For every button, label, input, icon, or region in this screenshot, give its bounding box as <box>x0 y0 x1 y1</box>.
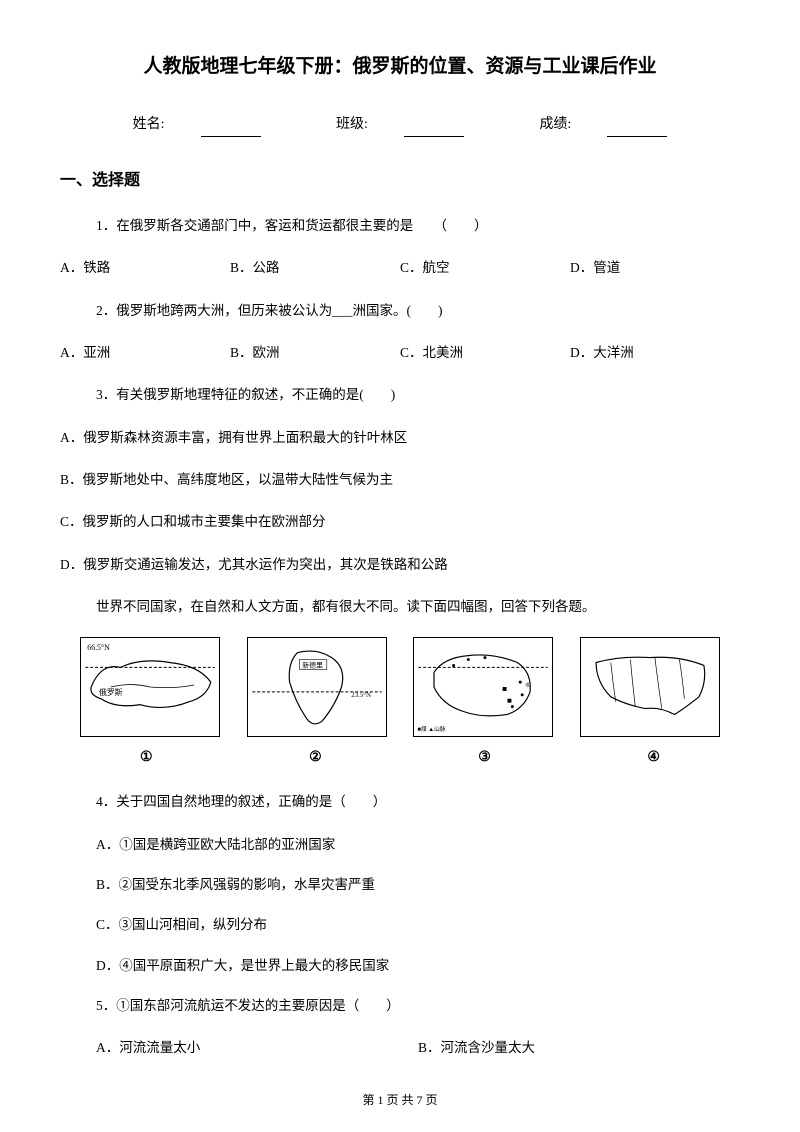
map-label-4: ④ <box>647 745 660 770</box>
section-header: 一、选择题 <box>60 167 740 196</box>
q5-opt-a: A．河流流量太小 <box>96 1036 418 1060</box>
q4-opt-a: A．①国是横跨亚欧大陆北部的亚洲国家 <box>60 833 740 857</box>
class-blank[interactable] <box>404 121 464 137</box>
q2-opt-c: C．北美洲 <box>400 341 570 365</box>
svg-text:俄罗斯: 俄罗斯 <box>99 687 123 697</box>
question-2: 2．俄罗斯地跨两大洲，但历来被公认为___洲国家。( ) <box>60 299 740 323</box>
map-labels: ① ② ③ ④ <box>60 745 740 770</box>
page-footer: 第 1 页 共 7 页 <box>0 1090 800 1112</box>
q3-opt-c: C．俄罗斯的人口和城市主要集中在欧洲部分 <box>60 510 740 534</box>
map-label-2: ② <box>309 745 322 770</box>
context-text: 世界不同国家，在自然和人文方面，都有很大不同。读下面四幅图，回答下列各题。 <box>60 595 740 619</box>
map-2-india: 新德里 23.5°N <box>247 637 387 737</box>
map-label-3: ③ <box>478 745 491 770</box>
q2-options: A．亚洲 B．欧洲 C．北美洲 D．大洋洲 <box>60 341 740 365</box>
score-blank[interactable] <box>607 121 667 137</box>
q2-opt-d: D．大洋洲 <box>570 341 740 365</box>
question-3: 3．有关俄罗斯地理特征的叙述，不正确的是( ) <box>60 383 740 407</box>
question-4: 4．关于四国自然地理的叙述，正确的是（ ） <box>60 790 740 814</box>
q3-opt-d: D．俄罗斯交通运输发达，尤其水运作为突出，其次是铁路和公路 <box>60 553 740 577</box>
q1-opt-d: D．管道 <box>570 256 740 280</box>
svg-text:23.5°N: 23.5°N <box>351 692 371 699</box>
svg-text:■煤 ▲山脉: ■煤 ▲山脉 <box>418 725 447 733</box>
q2-opt-a: A．亚洲 <box>60 341 230 365</box>
q5-options: A．河流流量太小 B．河流含沙量太大 <box>60 1036 740 1060</box>
page-title: 人教版地理七年级下册：俄罗斯的位置、资源与工业课后作业 <box>60 50 740 84</box>
student-info-row: 姓名: 班级: 成绩: <box>60 112 740 137</box>
svg-text:⑥: ⑥ <box>525 682 530 689</box>
q2-opt-b: B．欧洲 <box>230 341 400 365</box>
score-label: 成绩: <box>521 117 685 132</box>
q1-options: A．铁路 B．公路 C．航空 D．管道 <box>60 256 740 280</box>
name-label: 姓名: <box>115 117 279 132</box>
q1-opt-a: A．铁路 <box>60 256 230 280</box>
q4-opt-d: D．④国平原面积广大，是世界上最大的移民国家 <box>60 954 740 978</box>
q5-opt-b: B．河流含沙量太大 <box>418 1036 740 1060</box>
question-1: 1．在俄罗斯各交通部门中，客运和货运都很主要的是 （ ） <box>60 214 740 238</box>
map1-lat: 66.5°N <box>87 643 110 652</box>
q4-opt-b: B．②国受东北季风强弱的影响，水旱灾害严重 <box>60 873 740 897</box>
svg-text:新德里: 新德里 <box>302 661 323 670</box>
map-3-australia: ⑥ ■煤 ▲山脉 <box>413 637 553 737</box>
map-label-1: ① <box>140 745 153 770</box>
question-5: 5．①国东部河流航运不发达的主要原因是（ ） <box>60 994 740 1018</box>
class-label: 班级: <box>318 117 482 132</box>
map-4-usa <box>580 637 720 737</box>
name-blank[interactable] <box>201 121 261 137</box>
q3-opt-b: B．俄罗斯地处中、高纬度地区，以温带大陆性气候为主 <box>60 468 740 492</box>
q1-opt-c: C．航空 <box>400 256 570 280</box>
maps-row: 66.5°N 俄罗斯 新德里 23.5°N ⑥ ■煤 ▲山脉 <box>60 637 740 737</box>
q3-opt-a: A．俄罗斯森林资源丰富，拥有世界上面积最大的针叶林区 <box>60 426 740 450</box>
map-1-russia: 66.5°N 俄罗斯 <box>80 637 220 737</box>
q4-opt-c: C．③国山河相间，纵列分布 <box>60 913 740 937</box>
q1-opt-b: B．公路 <box>230 256 400 280</box>
